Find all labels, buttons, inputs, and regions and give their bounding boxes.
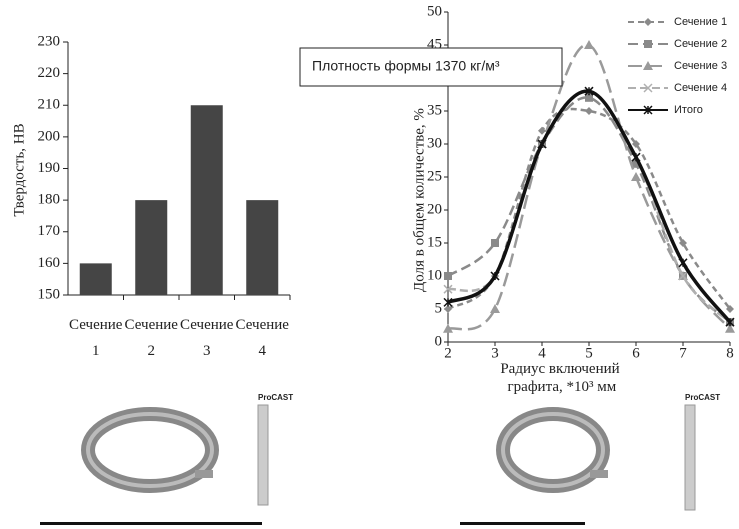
y-tick-label: 160 [38, 255, 61, 271]
render-right: ProCAST [460, 393, 720, 525]
legend-label: Сечение 4 [674, 82, 727, 94]
render-label: ProCAST [258, 393, 293, 402]
series-line [448, 98, 730, 323]
x-tick-label: 2 [444, 345, 452, 361]
y-tick-label: 150 [38, 286, 61, 302]
y-tick-label: 180 [38, 192, 61, 208]
legend-label: Сечение 3 [674, 60, 727, 72]
y-tick-label: 25 [427, 168, 442, 184]
y-tick-label: 230 [38, 33, 61, 49]
series-line [448, 91, 730, 322]
x-tick-label: 4 [538, 345, 546, 361]
x-tick-label: 8 [726, 345, 734, 361]
x-tick-label: Сечение 2 [122, 312, 180, 364]
point [632, 153, 640, 161]
y-tick-label: 30 [427, 135, 442, 151]
bar [191, 105, 223, 295]
x-tick-label: 3 [491, 345, 499, 361]
legend-label: Сечение 2 [674, 38, 727, 50]
y-tick-label: 10 [427, 267, 442, 283]
y-tick-label: 220 [38, 65, 61, 81]
legend-label: Сечение 1 [674, 16, 727, 28]
bar [80, 263, 112, 295]
y-tick-label: 50 [427, 3, 442, 19]
y-tick-label: 210 [38, 97, 61, 113]
legend-marker [644, 40, 652, 48]
point [444, 272, 452, 280]
y-tick-label: 20 [427, 201, 442, 217]
x-axis-label: Радиус включений графита, *10³ мм [500, 361, 619, 395]
page: ProCAST ProCAST 150160170180190200210220… [0, 0, 739, 529]
y-tick-label: 170 [38, 223, 61, 239]
render-left: ProCAST [40, 393, 293, 525]
point [490, 304, 500, 313]
point [679, 259, 687, 267]
render-label: ProCAST [685, 393, 720, 402]
y-tick-label: 5 [435, 300, 443, 316]
bar [246, 200, 278, 295]
y-tick-label: 35 [427, 102, 442, 118]
y-tick-label: 190 [38, 160, 61, 176]
y-tick-label: 200 [38, 128, 61, 144]
point [584, 40, 594, 49]
y-axis-label: Доля в общем количестве, % [411, 108, 427, 292]
x-tick-label: Сечение 1 [67, 312, 125, 364]
series-line [448, 109, 730, 309]
legend-label: Итого [674, 104, 703, 116]
point [491, 239, 499, 247]
x-tick-label: 7 [679, 345, 687, 361]
x-tick-label: 5 [585, 345, 593, 361]
point [585, 107, 593, 115]
figure: ProCAST ProCAST 150160170180190200210220… [0, 0, 739, 529]
y-tick-label: 0 [435, 333, 443, 349]
y-tick-label: 15 [427, 234, 442, 250]
legend-marker [644, 18, 652, 26]
annotation: Плотность формы 1370 кг/м³ [312, 58, 500, 74]
x-tick-label: 6 [632, 345, 640, 361]
y-axis-label: Твердость, HB [11, 123, 27, 216]
point [631, 172, 641, 181]
series-line [448, 91, 730, 322]
x-tick-label: Сечение 4 [233, 312, 291, 364]
x-tick-label: Сечение 3 [178, 312, 236, 364]
bar [135, 200, 167, 295]
